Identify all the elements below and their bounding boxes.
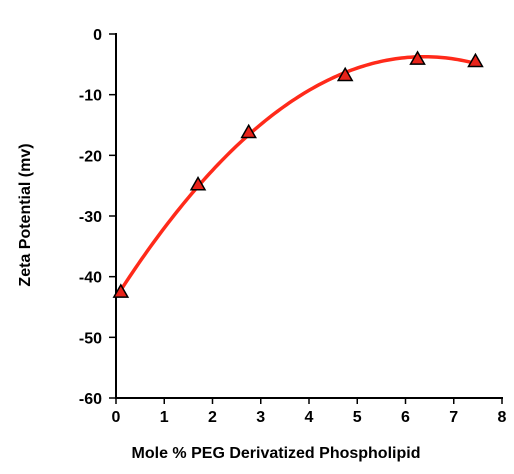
x-axis-label: Mole % PEG Derivatized Phospholipid	[132, 445, 421, 462]
x-axis-ticks: 0 1 2 3 4 5 6 7 8	[112, 398, 507, 426]
y-tick-label: 0	[93, 27, 102, 44]
data-point-marker	[112, 283, 130, 298]
data-point-marker	[336, 66, 354, 82]
x-tick-label: 0	[112, 409, 121, 426]
data-point-marker	[467, 52, 484, 68]
y-tick-label: -40	[79, 270, 102, 287]
x-tick-label: 8	[498, 409, 507, 426]
x-tick-label: 6	[401, 409, 410, 426]
x-tick-label: 5	[353, 409, 362, 426]
y-tick-label: -50	[79, 330, 102, 347]
x-tick-label: 4	[305, 409, 314, 426]
y-tick-label: -10	[79, 88, 102, 105]
x-tick-label: 3	[256, 409, 265, 426]
fit-curve	[119, 54, 478, 292]
data-points	[112, 50, 484, 298]
y-axis-ticks: 0 -10 -20 -30 -40 -50 -60	[79, 27, 116, 408]
x-tick-label: 1	[160, 409, 169, 426]
data-point-marker	[189, 175, 207, 191]
x-tick-label: 7	[449, 409, 458, 426]
y-tick-label: -60	[79, 391, 102, 408]
data-point-marker	[409, 50, 426, 65]
data-point-marker	[240, 123, 257, 139]
y-tick-label: -30	[79, 209, 102, 226]
y-tick-label: -20	[79, 148, 102, 165]
x-tick-label: 2	[208, 409, 217, 426]
y-axis-label: Zeta Potential (mv)	[17, 143, 34, 286]
